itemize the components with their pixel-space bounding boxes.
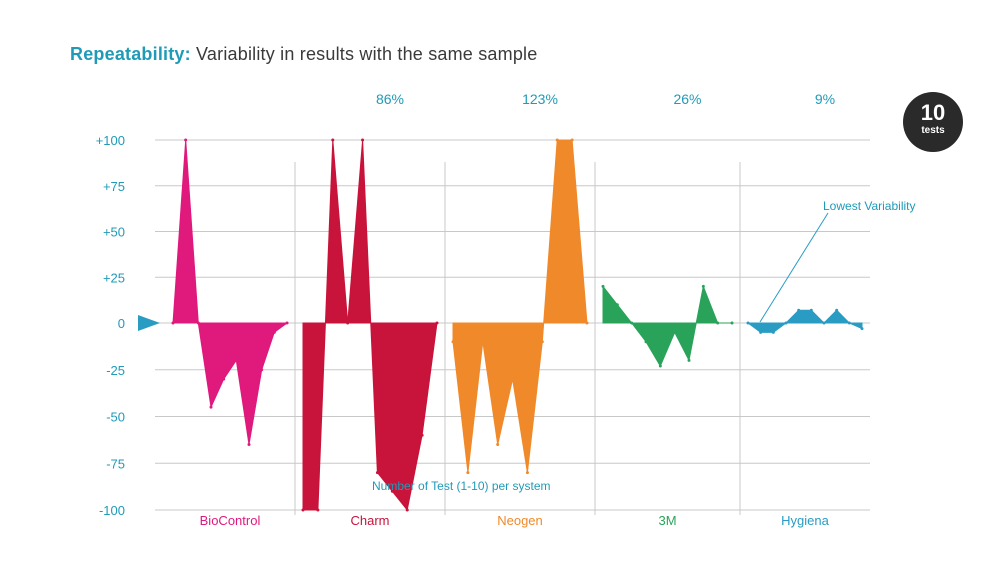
data-point-3m bbox=[730, 321, 734, 325]
data-point-hygiena bbox=[797, 308, 801, 312]
group-label-charm: Charm bbox=[350, 513, 389, 528]
y-tick-label: +25 bbox=[103, 270, 125, 285]
data-point-biocontrol bbox=[272, 330, 276, 334]
series-area-neogen bbox=[452, 139, 588, 473]
group-label-biocontrol: BioControl bbox=[200, 513, 261, 528]
data-point-biocontrol bbox=[234, 358, 238, 362]
title-accent: Repeatability: bbox=[70, 44, 191, 64]
data-point-neogen bbox=[525, 471, 529, 475]
data-point-3m bbox=[687, 358, 691, 362]
data-point-neogen bbox=[570, 138, 574, 142]
data-point-neogen bbox=[451, 340, 455, 344]
data-point-biocontrol bbox=[184, 138, 188, 142]
y-tick-label: -75 bbox=[106, 456, 125, 471]
y-tick-label: -25 bbox=[106, 363, 125, 378]
data-point-charm bbox=[420, 433, 424, 437]
badge-label: tests bbox=[921, 125, 945, 136]
data-point-charm bbox=[405, 508, 409, 512]
data-point-charm bbox=[390, 489, 394, 493]
data-point-hygiena bbox=[746, 321, 750, 325]
data-point-charm bbox=[301, 508, 305, 512]
data-point-3m bbox=[615, 303, 619, 307]
data-point-hygiena bbox=[771, 330, 775, 334]
group-label-neogen: Neogen bbox=[497, 513, 543, 528]
x-axis-label: Number of Test (1-10) per system bbox=[372, 479, 551, 493]
badge-number: 10 bbox=[920, 100, 946, 125]
data-point-neogen bbox=[540, 340, 544, 344]
data-point-3m bbox=[644, 340, 648, 344]
group-label-hygiena: Hygiena bbox=[781, 513, 829, 528]
data-point-charm bbox=[316, 508, 320, 512]
data-point-charm bbox=[346, 321, 350, 325]
y-tick-label: -100 bbox=[99, 503, 125, 518]
data-point-neogen bbox=[511, 377, 515, 381]
data-point-biocontrol bbox=[285, 321, 289, 325]
variability-label-hygiena: 9% bbox=[815, 91, 835, 107]
data-point-hygiena bbox=[835, 308, 839, 312]
data-point-biocontrol bbox=[209, 405, 213, 409]
y-tick-label: +75 bbox=[103, 179, 125, 194]
data-point-charm bbox=[435, 321, 439, 325]
title-rest: Variability in results with the same sam… bbox=[190, 44, 538, 64]
data-point-biocontrol bbox=[222, 377, 226, 381]
y-tick-label: +50 bbox=[103, 225, 125, 240]
data-point-neogen bbox=[585, 321, 589, 325]
data-point-neogen bbox=[466, 471, 470, 475]
data-point-hygiena bbox=[784, 321, 788, 325]
y-tick-label: 0 bbox=[118, 316, 125, 331]
y-tick-label: -50 bbox=[106, 410, 125, 425]
data-point-neogen bbox=[496, 443, 500, 447]
data-point-biocontrol bbox=[247, 443, 251, 447]
zero-marker-icon bbox=[138, 315, 160, 331]
annotation-leader bbox=[759, 212, 829, 323]
data-point-3m bbox=[701, 284, 705, 288]
data-point-charm bbox=[361, 138, 365, 142]
data-point-hygiena bbox=[822, 321, 826, 325]
data-point-hygiena bbox=[809, 308, 813, 312]
data-point-biocontrol bbox=[171, 321, 175, 325]
group-label-3m: 3M bbox=[658, 513, 676, 528]
chart-title: Repeatability: Variability in results wi… bbox=[70, 44, 537, 65]
variability-label-charm: 86% bbox=[376, 91, 404, 107]
data-point-hygiena bbox=[860, 327, 864, 331]
data-point-charm bbox=[331, 138, 335, 142]
y-tick-label: +100 bbox=[96, 133, 125, 148]
series-area-charm bbox=[302, 139, 438, 512]
data-point-neogen bbox=[555, 138, 559, 142]
data-point-3m bbox=[673, 330, 677, 334]
data-point-3m bbox=[716, 321, 720, 325]
data-point-neogen bbox=[481, 340, 485, 344]
annotation-lowest-variability: Lowest Variability bbox=[823, 199, 915, 213]
data-point-3m bbox=[601, 284, 605, 288]
data-point-charm bbox=[375, 471, 379, 475]
data-point-hygiena bbox=[847, 321, 851, 325]
data-point-3m bbox=[630, 321, 634, 325]
variability-label-neogen: 123% bbox=[522, 91, 558, 107]
data-point-3m bbox=[658, 364, 662, 368]
data-point-biocontrol bbox=[196, 321, 200, 325]
variability-label-3m: 26% bbox=[673, 91, 701, 107]
data-point-hygiena bbox=[759, 330, 763, 334]
tests-badge: 10 tests bbox=[903, 92, 963, 152]
series-area-3m bbox=[602, 284, 732, 368]
data-point-biocontrol bbox=[260, 368, 264, 372]
